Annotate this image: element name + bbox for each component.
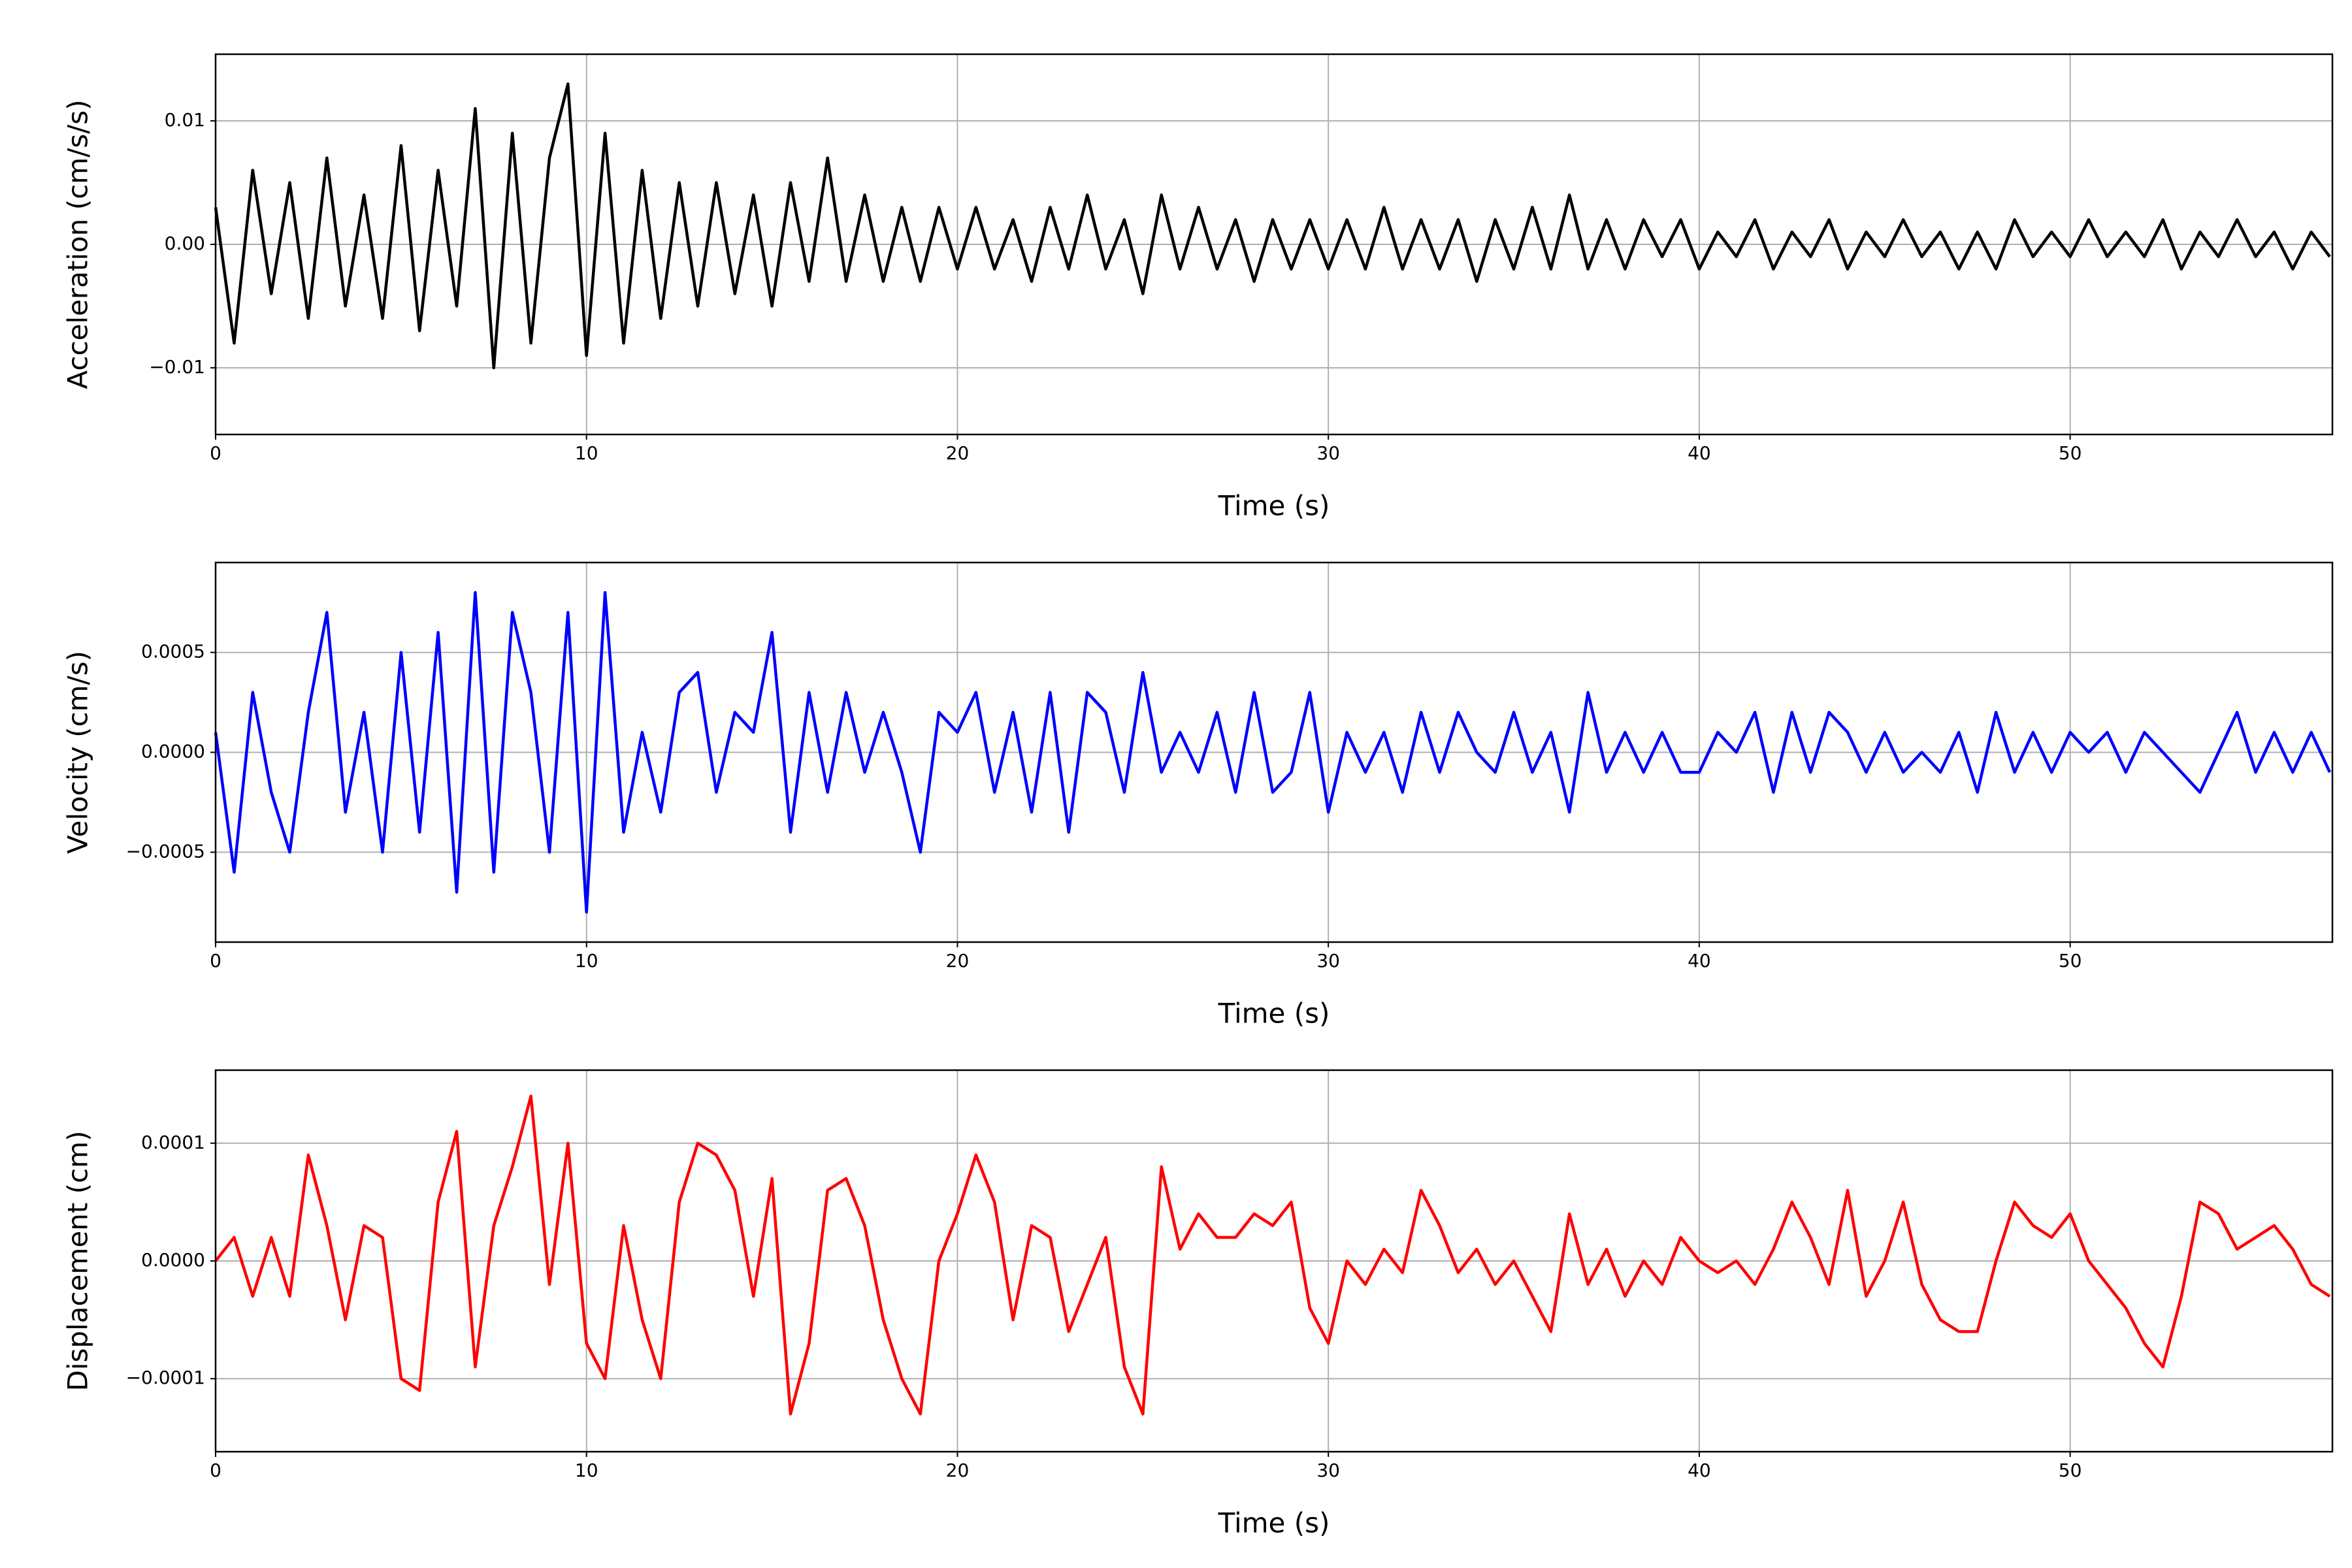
x-tick-label: 10	[575, 1460, 598, 1481]
y-tick-label: 0.0000	[141, 741, 205, 762]
x-tick-label: 50	[2059, 1460, 2082, 1481]
y-axis-label: Displacement (cm)	[62, 1131, 94, 1392]
x-tick-label: 20	[946, 442, 970, 464]
y-axis-label: Velocity (cm/s)	[62, 651, 94, 854]
y-tick-label: 0.0001	[141, 1132, 205, 1153]
y-tick-label: 0.00	[165, 233, 205, 254]
x-axis-label: Time (s)	[1218, 1507, 1330, 1539]
x-tick-label: 20	[946, 1460, 970, 1481]
x-tick-label: 50	[2059, 950, 2082, 972]
x-axis-label: Time (s)	[1218, 490, 1330, 522]
axes-frame	[214, 1069, 2334, 1453]
x-tick-label: 50	[2059, 442, 2082, 464]
x-tick-label: 30	[1316, 1460, 1340, 1481]
y-tick-label: 0.0000	[141, 1249, 205, 1271]
x-tick-label: 20	[946, 950, 970, 972]
data-line	[214, 1094, 2331, 1416]
x-tick-label: 10	[575, 950, 598, 972]
x-tick-label: 10	[575, 442, 598, 464]
x-tick-label: 0	[210, 1460, 221, 1481]
x-tick-label: 40	[1688, 1460, 1711, 1481]
y-tick-label: 0.01	[165, 109, 205, 131]
y-tick-label: 0.0005	[141, 641, 205, 662]
x-tick-label: 0	[210, 950, 221, 972]
axes-frame	[214, 561, 2334, 943]
x-tick-label: 0	[210, 442, 221, 464]
x-tick-label: 30	[1316, 442, 1340, 464]
axes-frame	[214, 53, 2334, 436]
y-tick-label: −0.01	[149, 356, 205, 378]
x-axis-label: Time (s)	[1218, 998, 1330, 1030]
x-tick-label: 40	[1688, 950, 1711, 972]
data-line	[214, 82, 2331, 370]
y-axis-label: Acceleration (cm/s/s)	[62, 99, 94, 389]
x-tick-label: 40	[1688, 442, 1711, 464]
data-line	[214, 591, 2332, 914]
y-tick-label: −0.0005	[126, 840, 205, 862]
x-tick-label: 30	[1316, 950, 1340, 972]
y-tick-label: −0.0001	[126, 1367, 205, 1388]
